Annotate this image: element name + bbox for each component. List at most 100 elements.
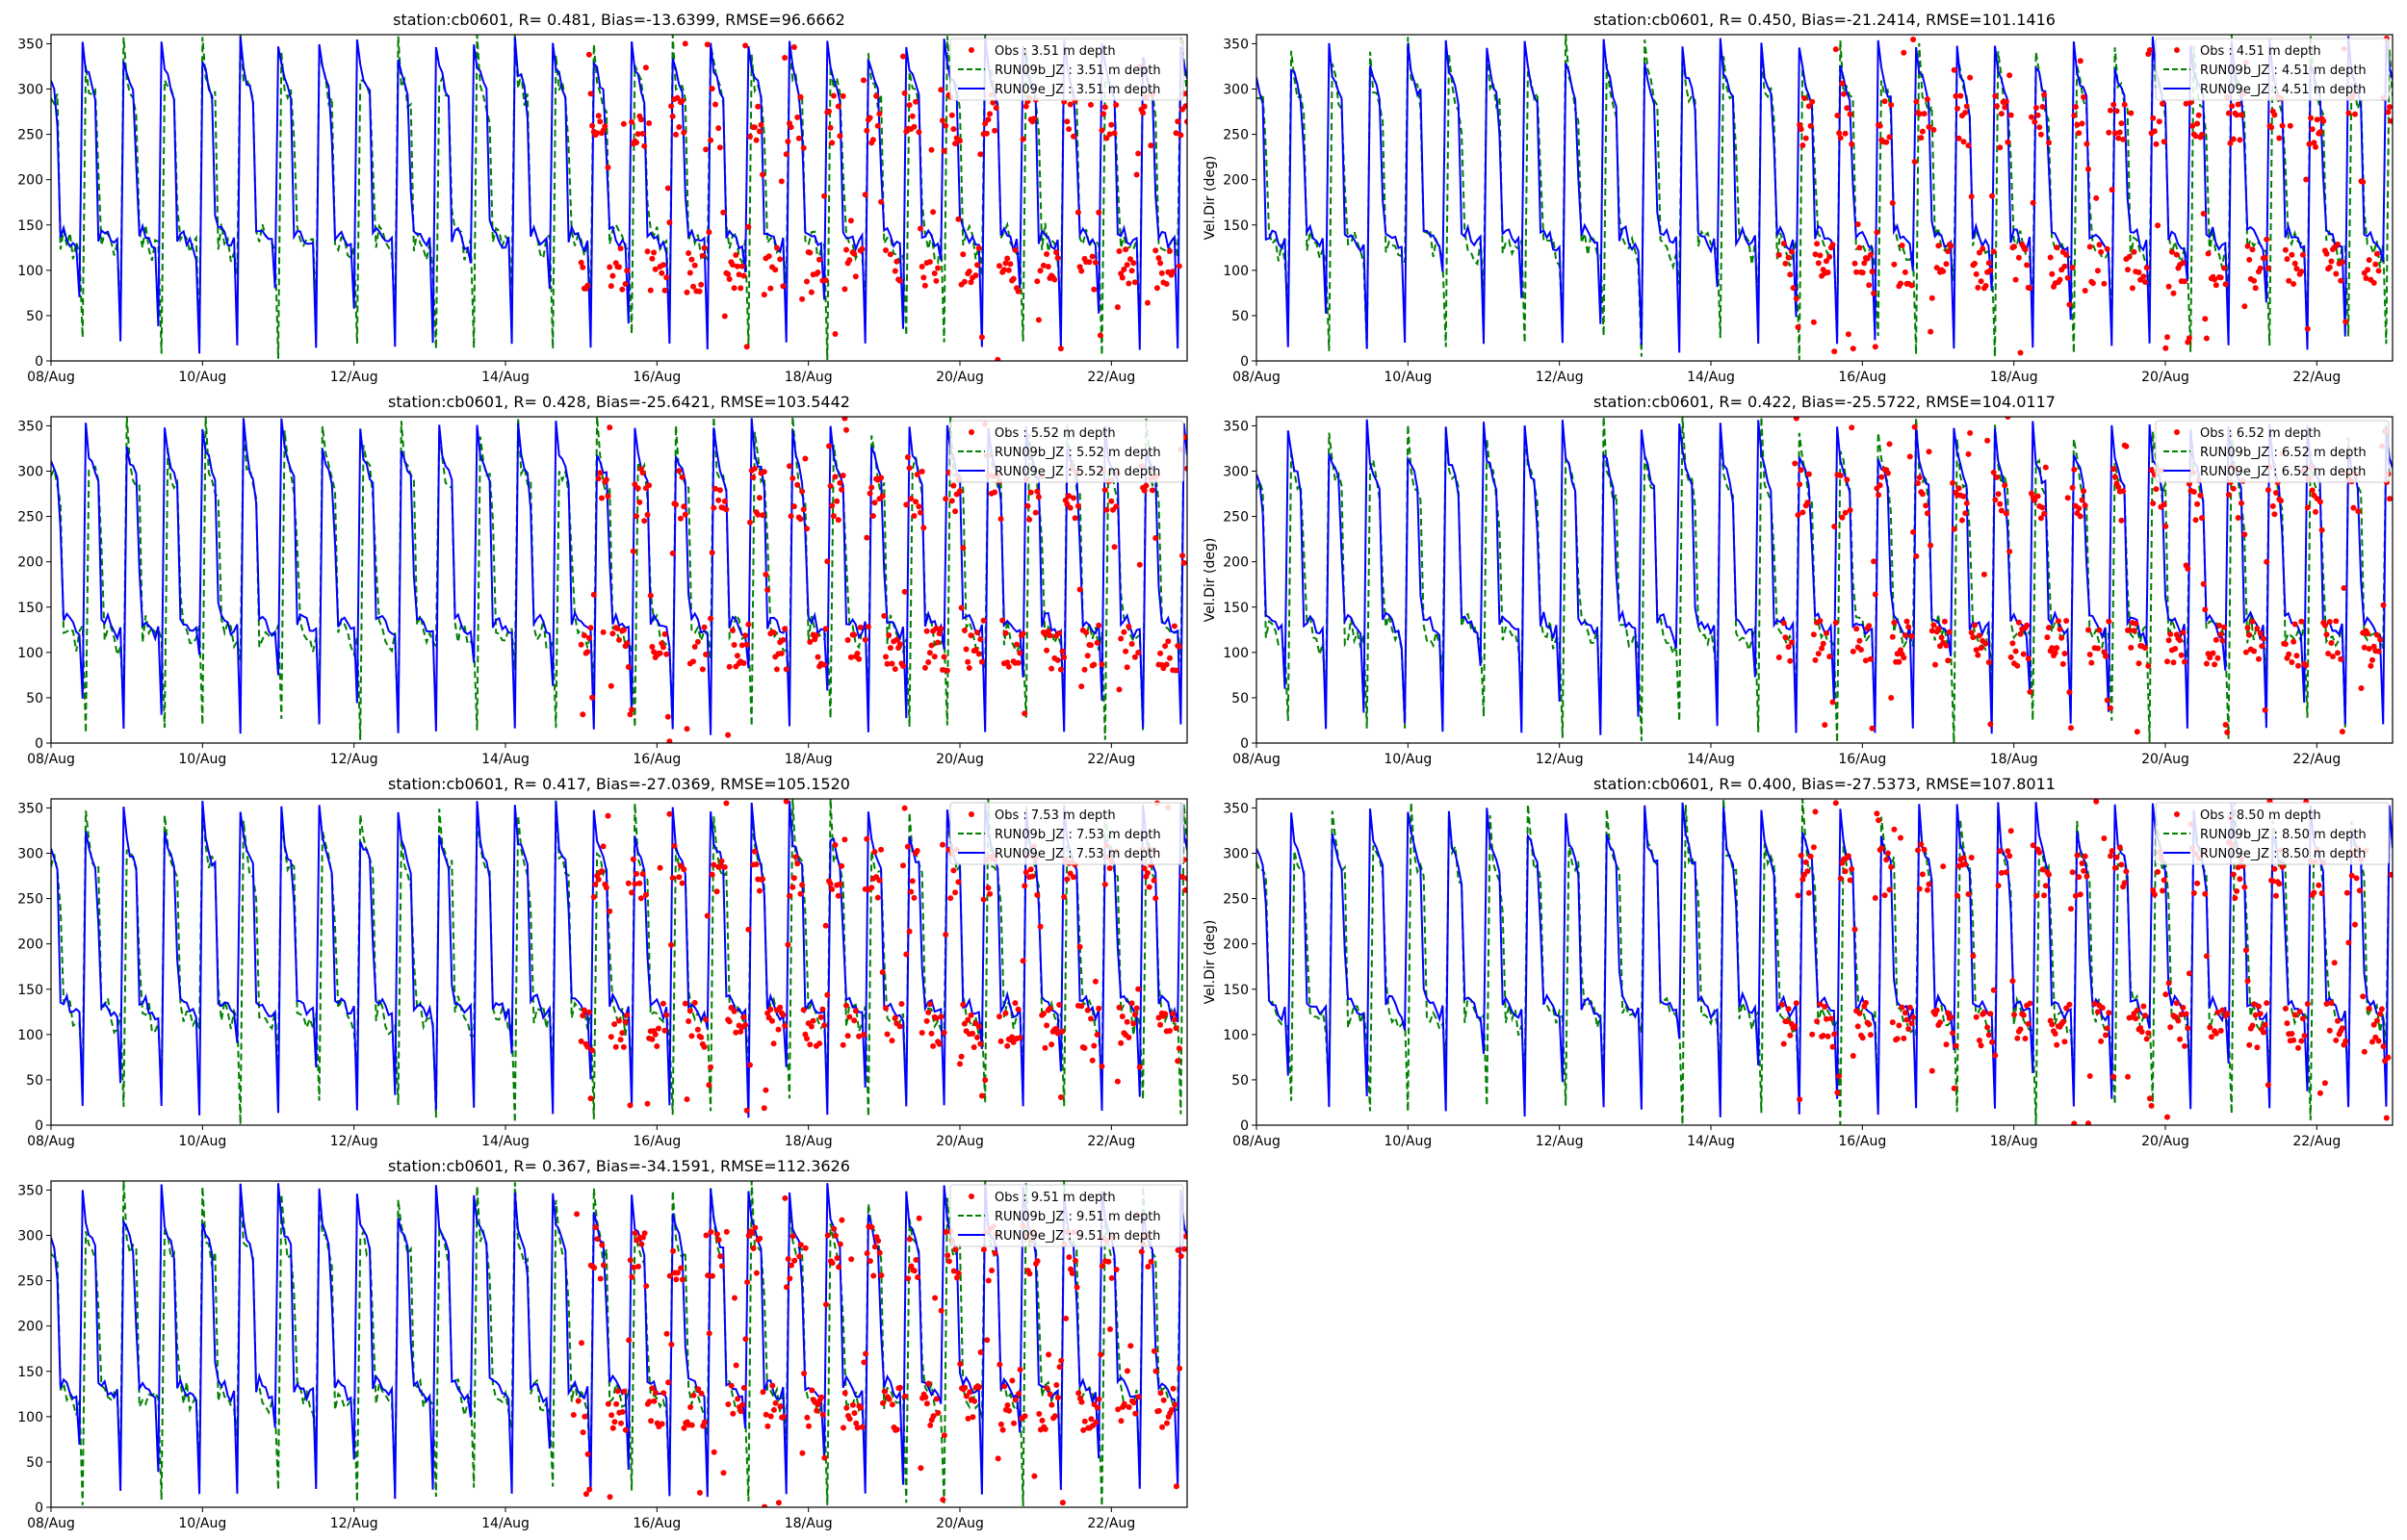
obs-point (701, 244, 708, 251)
obs-point (570, 1412, 577, 1418)
obs-point (960, 251, 967, 258)
obs-point (1069, 1270, 1075, 1276)
obs-point (913, 1257, 919, 1263)
obs-point (1175, 1246, 1181, 1253)
obs-point (2308, 115, 2315, 121)
obs-point (2074, 121, 2081, 128)
obs-point (603, 476, 609, 483)
obs-point (846, 257, 853, 264)
obs-point (1119, 274, 1126, 281)
y-tick-label: 200 (17, 555, 43, 571)
obs-point (931, 270, 938, 276)
obs-point (1089, 1057, 1096, 1064)
obs-point (903, 501, 910, 508)
obs-point (647, 592, 654, 599)
obs-point (1851, 926, 1858, 933)
obs-point (686, 250, 692, 256)
obs-point (2378, 1006, 2385, 1013)
obs-point (1158, 270, 1165, 276)
obs-point (1131, 279, 1138, 286)
obs-point (777, 1403, 784, 1410)
obs-point (728, 1382, 735, 1389)
obs-point (682, 40, 688, 47)
obs-point (630, 856, 636, 862)
obs-point (1780, 620, 1787, 627)
obs-point (2098, 248, 2105, 255)
obs-point (2385, 1054, 2392, 1061)
obs-point (1962, 510, 1969, 517)
legend-obs-label: Obs : 7.53 m depth (995, 808, 1116, 823)
y-tick-label: 150 (1223, 601, 1249, 616)
obs-point (782, 55, 789, 61)
obs-point (716, 863, 723, 870)
obs-point (2006, 549, 2013, 554)
obs-point (617, 245, 624, 252)
obs-point (2318, 526, 2325, 533)
obs-point (1984, 1024, 1991, 1031)
obs-point (957, 488, 963, 495)
obs-point (2217, 274, 2224, 281)
obs-point (632, 1230, 638, 1237)
obs-point (1805, 471, 1812, 477)
obs-point (822, 922, 829, 929)
obs-point (2333, 1037, 2340, 1043)
obs-point (2237, 876, 2243, 883)
obs-point (1982, 640, 1989, 647)
obs-point (762, 1503, 768, 1507)
obs-point (2244, 625, 2251, 631)
obs-point (844, 637, 851, 643)
obs-point (1128, 1000, 1135, 1007)
obs-point (1930, 622, 1937, 629)
obs-point (893, 258, 900, 265)
obs-point (1181, 1245, 1187, 1252)
series-run09e-line (51, 1183, 1187, 1500)
obs-point (699, 666, 706, 673)
obs-point (1916, 886, 1923, 892)
obs-point (1837, 135, 1844, 141)
obs-point (2161, 139, 2167, 145)
obs-point (2111, 474, 2118, 480)
axes-frame (1255, 798, 2394, 1126)
obs-point (2030, 199, 2036, 206)
obs-point (1839, 80, 1846, 87)
obs-point (2104, 697, 2110, 704)
obs-point (1953, 1042, 1959, 1049)
obs-point (1071, 495, 1076, 501)
obs-point (2167, 630, 2174, 637)
obs-point (935, 639, 942, 646)
obs-point (1968, 855, 1975, 860)
y-tick-label: 350 (1223, 37, 1249, 52)
obs-point (881, 612, 888, 619)
obs-point (2330, 654, 2336, 659)
obs-point (1091, 661, 1098, 668)
legend-obs-label: Obs : 6.52 m depth (2200, 426, 2321, 441)
obs-point (2254, 1044, 2261, 1051)
obs-point (1124, 262, 1130, 269)
obs-point (2265, 1082, 2271, 1089)
obs-point (731, 1008, 738, 1014)
x-tick-label: 14/Aug (481, 370, 530, 385)
obs-point (657, 864, 663, 871)
obs-point (925, 1009, 932, 1015)
obs-point (2214, 1009, 2221, 1015)
obs-point (1910, 1014, 1917, 1020)
obs-point (1824, 258, 1829, 265)
obs-point (834, 1255, 841, 1261)
obs-point (2133, 1015, 2139, 1022)
obs-point (859, 245, 866, 252)
obs-point (681, 129, 687, 136)
obs-point (797, 516, 804, 523)
obs-point (876, 877, 883, 884)
obs-point (2192, 517, 2199, 524)
obs-point (1878, 845, 1885, 852)
obs-point (582, 1413, 588, 1420)
obs-point (1066, 126, 1073, 133)
obs-point (584, 1043, 591, 1050)
y-tick-label: 150 (17, 601, 43, 616)
obs-point (2207, 1024, 2213, 1031)
obs-point (622, 1018, 629, 1025)
obs-point (1128, 641, 1135, 647)
obs-point (2059, 1018, 2066, 1025)
obs-point (948, 112, 955, 118)
